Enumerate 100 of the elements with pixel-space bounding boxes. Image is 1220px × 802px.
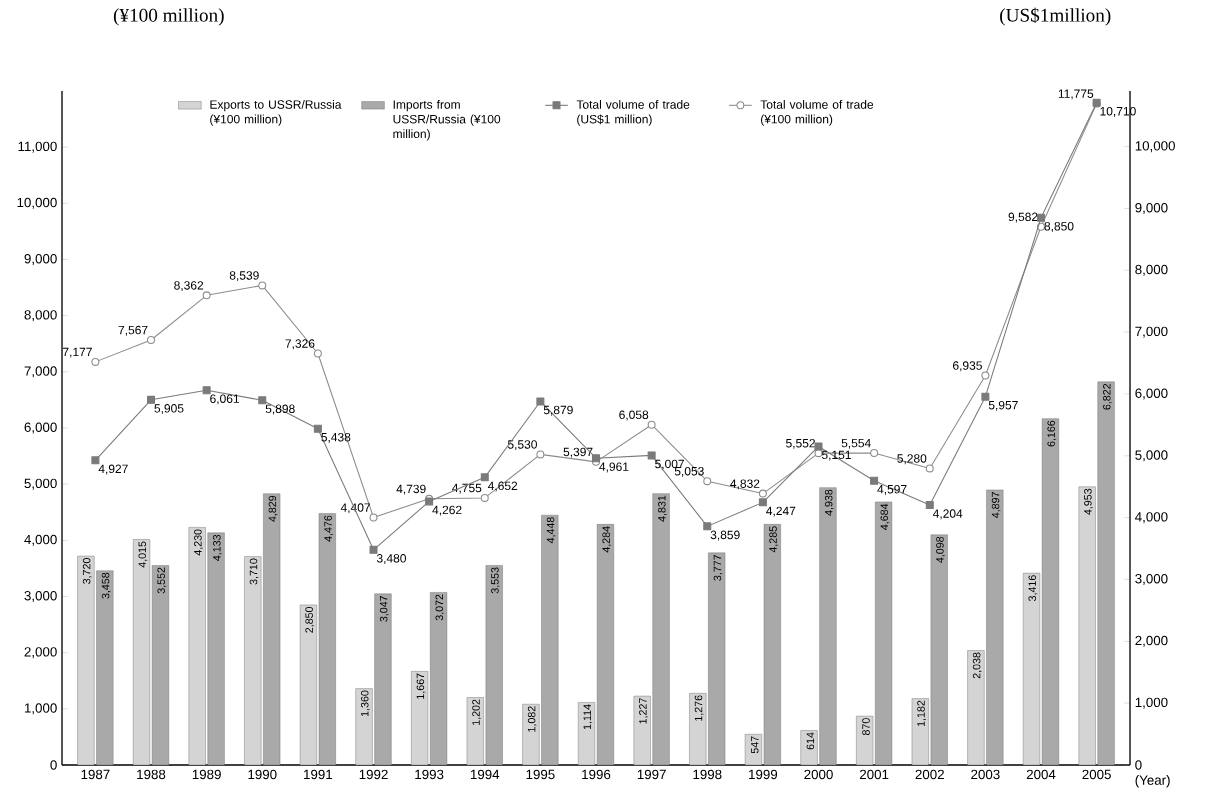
x-tick-label: 1993: [415, 769, 444, 780]
point: [91, 456, 100, 465]
x-tick-label: 1988: [137, 769, 166, 780]
y-tick-label: 0: [50, 760, 57, 770]
point: [202, 291, 211, 300]
point: [258, 281, 267, 290]
point: [703, 522, 712, 531]
data-label: 7,326: [285, 339, 315, 350]
data-label: 8,850: [1044, 222, 1074, 232]
data-label: 5,905: [154, 404, 184, 415]
y-tick-label: 6,000: [24, 422, 57, 434]
data-label: 3,416: [1028, 575, 1038, 602]
x-tick-label: 1999: [749, 769, 778, 780]
y-tick-label: 7,000: [24, 366, 57, 378]
y-tick-label: 8,000: [24, 310, 57, 322]
y2-tick-label: 7,000: [1135, 326, 1168, 338]
data-label: 4,953: [1084, 488, 1093, 515]
point: [147, 395, 156, 404]
data-label: 4,832: [730, 479, 760, 490]
point: [202, 386, 211, 395]
data-label: 4,015: [138, 541, 148, 568]
y2-axis-title: (US$1million): [1000, 7, 1111, 26]
data-label: 1,082: [527, 706, 537, 732]
point: [758, 489, 767, 498]
y2-tick-label: 8,000: [1135, 264, 1168, 276]
point: [981, 371, 990, 380]
point: [536, 450, 545, 459]
y2-tick-label: 1,000: [1135, 697, 1168, 709]
y2-tick-label: 6,000: [1135, 388, 1168, 400]
x-tick-label: 1992: [359, 769, 388, 780]
data-label: 4,739: [396, 484, 426, 495]
legend-label: Total volume of trade (US$1 million): [576, 99, 690, 126]
point: [870, 449, 879, 458]
data-label: 5,397: [563, 447, 593, 458]
y2-tick-label: 5,000: [1135, 450, 1168, 462]
data-label: 6,058: [619, 410, 649, 421]
data-label: 1,114: [583, 704, 593, 730]
y2-tick-label: 0: [1135, 760, 1142, 770]
y-tick-label: 10,000: [17, 197, 57, 209]
point: [369, 545, 378, 554]
data-label: 3,710: [249, 558, 259, 585]
data-label: 4,407: [340, 503, 370, 514]
data-label: 5,530: [507, 440, 537, 451]
data-label: 4,262: [432, 505, 462, 516]
data-label: 1,360: [360, 690, 370, 717]
data-label: 3,859: [710, 530, 740, 541]
data-label: 8,362: [174, 281, 204, 292]
data-label: 4,755: [452, 483, 482, 494]
point: [313, 349, 322, 358]
x-tick-label: 1990: [248, 769, 277, 780]
x-tick-label: 1987: [81, 769, 110, 780]
data-label: 870: [862, 718, 870, 736]
data-label: 4,897: [991, 492, 1001, 518]
point: [258, 396, 267, 405]
x-tick-label: 2000: [804, 769, 833, 780]
x-tick-label: 2005: [1082, 769, 1111, 780]
point: [925, 501, 934, 510]
data-label: 5,554: [841, 438, 871, 449]
data-label: 4,829: [268, 495, 278, 522]
point: [1037, 213, 1046, 222]
x-tick-label: 2001: [859, 769, 889, 780]
x-tick-label: 1991: [304, 769, 333, 780]
y-tick-label: 9,000: [24, 253, 57, 265]
data-label: 1,276: [694, 695, 704, 721]
data-label: 6,822: [1103, 383, 1112, 410]
data-label: 5,280: [897, 454, 927, 465]
legend-label: Total volume of trade (¥100 million): [760, 99, 874, 126]
data-label: 3,720: [82, 558, 92, 584]
x-tick-label: 1997: [637, 769, 666, 780]
data-label: 3,552: [157, 567, 167, 594]
y2-tick-label: 4,000: [1135, 512, 1168, 524]
point: [313, 424, 322, 433]
data-label: 3,458: [101, 572, 111, 599]
y2-tick-label: 9,000: [1135, 202, 1168, 214]
data-label: 8,539: [229, 271, 259, 282]
data-label: 6,166: [1047, 420, 1057, 447]
data-label: 4,961: [599, 462, 629, 473]
y2-tick-label: 10,000: [1135, 141, 1175, 153]
x-tick-label: 2003: [971, 769, 1000, 780]
data-label: 4,204: [932, 509, 963, 520]
data-label: 3,072: [435, 594, 445, 621]
y-tick-label: 11,000: [18, 141, 57, 153]
data-label: 7,177: [63, 347, 92, 358]
x-tick-label: 1996: [582, 769, 611, 780]
point: [758, 498, 767, 507]
data-label: 4,285: [769, 526, 779, 553]
data-label: 4,831: [658, 495, 667, 522]
data-label: 4,684: [880, 503, 890, 530]
x-tick-label: 2004: [1026, 769, 1056, 780]
y-tick-label: 1,000: [24, 703, 57, 715]
point: [870, 476, 879, 485]
x-tick-label: 1989: [192, 769, 221, 780]
y-tick-label: 4,000: [24, 534, 57, 546]
point: [147, 335, 156, 344]
data-label: 1,227: [639, 698, 648, 724]
data-label: 4,133: [213, 534, 222, 561]
data-label: 4,098: [936, 536, 945, 563]
point: [814, 442, 823, 451]
data-label: 2,038: [972, 652, 982, 679]
y-axis-title: (¥100 million): [113, 8, 224, 26]
